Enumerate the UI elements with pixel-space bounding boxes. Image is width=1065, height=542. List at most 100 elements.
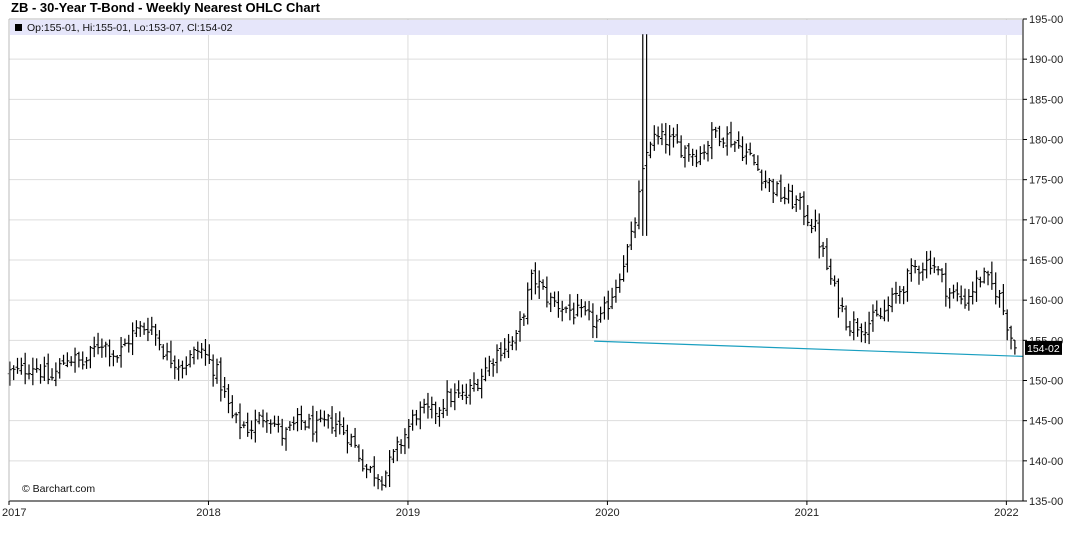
info-bar-square-icon	[15, 24, 22, 31]
ohlc-bar	[318, 409, 323, 423]
ohlc-bar	[828, 258, 833, 285]
ohlc-bar	[61, 354, 66, 365]
ohlc-bar	[786, 183, 791, 204]
ohlc-bar	[763, 170, 768, 189]
ohlc-bar	[798, 192, 803, 210]
ohlc-bar	[556, 291, 561, 318]
ohlc-bar	[548, 292, 553, 313]
ohlc-bar	[667, 125, 672, 156]
ohlc-bar	[314, 411, 319, 443]
ohlc-bar	[713, 126, 718, 138]
ohlc-bar	[778, 174, 783, 202]
ohlc-bar	[157, 330, 162, 351]
ohlc-bar	[287, 421, 292, 431]
x-tick-label: 2020	[595, 507, 619, 519]
ohlc-bar	[483, 357, 488, 382]
ohlc-bar	[590, 303, 595, 339]
ohlc-bar	[541, 279, 546, 290]
ohlc-bar	[107, 339, 112, 367]
ohlc-bar	[855, 318, 860, 337]
trendline	[594, 340, 1024, 357]
ohlc-bar	[188, 350, 193, 368]
x-tick-label: 2018	[196, 507, 220, 519]
ohlc-bar	[165, 342, 170, 361]
ohlc-bar	[567, 294, 572, 321]
ohlc-bar	[383, 470, 388, 488]
ohlc-bar	[671, 127, 676, 148]
ohlc-bar	[191, 346, 196, 365]
ohlc-bar	[333, 413, 338, 437]
ohlc-bar	[932, 257, 937, 274]
ohlc-bar	[844, 305, 849, 331]
ohlc-bar	[656, 126, 661, 145]
ohlc-bar	[602, 296, 607, 320]
ohlc-bar	[7, 361, 12, 386]
ohlc-bar	[863, 321, 868, 344]
x-tick-label: 2017	[2, 507, 26, 519]
ohlc-bar	[76, 351, 81, 368]
ohlc-bar	[57, 358, 62, 379]
ohlc-bar	[560, 300, 565, 322]
ohlc-bar	[744, 143, 749, 165]
ohlc-bar	[376, 474, 381, 490]
ohlc-bar	[130, 322, 135, 356]
ohlc-bar	[537, 270, 542, 299]
ohlc-bar	[575, 293, 580, 317]
ohlc-bar	[909, 258, 914, 282]
ohlc-bar	[951, 284, 956, 299]
ohlc-bar	[893, 281, 898, 304]
ohlc-bar	[395, 436, 400, 462]
y-axis-labels: 135-00140-00145-00150-00155-00160-00165-…	[1029, 14, 1063, 508]
ohlc-bar	[460, 384, 465, 400]
ohlc-bar	[613, 279, 618, 303]
ohlc-bar	[633, 217, 638, 239]
ohlc-bar	[832, 275, 837, 287]
ohlc-bar	[636, 180, 641, 230]
ohlc-bar	[890, 287, 895, 313]
ohlc-bar	[905, 268, 910, 302]
ohlc-bar	[916, 265, 921, 285]
ohlc-bar	[345, 424, 350, 454]
ohlc-bar	[936, 266, 941, 276]
x-tick-label: 2019	[396, 507, 420, 519]
ohlc-bar	[521, 313, 526, 326]
ohlc-bar	[387, 450, 392, 488]
ohlc-bar	[23, 352, 28, 385]
ohlc-bar	[418, 401, 423, 430]
ohlc-bar	[617, 273, 622, 293]
ohlc-bar	[234, 412, 239, 424]
ohlc-bar	[50, 368, 55, 381]
ohlc-bar	[790, 184, 795, 210]
ohlc-bar	[92, 336, 97, 358]
ohlc-bar	[518, 311, 523, 342]
ohlc-bar	[640, 34, 645, 236]
ohlc-bar	[847, 320, 852, 337]
ohlc-bar	[207, 344, 212, 365]
ohlc-bar	[621, 255, 626, 282]
ohlc-bar	[824, 238, 829, 271]
ohlc-bar	[468, 379, 473, 405]
ohlc-bar	[878, 307, 883, 320]
ohlc-bar	[675, 124, 680, 144]
ohlc-bar	[264, 412, 269, 433]
y-tick-label: 140-00	[1029, 456, 1063, 468]
ohlc-bar	[96, 332, 101, 355]
ohlc-bar	[694, 149, 699, 168]
chart-title: ZB - 30-Year T-Bond - Weekly Nearest OHL…	[11, 0, 320, 15]
y-tick-label: 145-00	[1029, 416, 1063, 428]
ohlc-bar	[445, 380, 450, 416]
info-bar-background	[10, 20, 1022, 35]
ohlc-bar	[176, 359, 181, 381]
ohlc-bar	[15, 357, 20, 374]
ohlc-bar	[659, 123, 664, 146]
ohlc-bar	[1005, 309, 1010, 341]
ohlc-bar	[310, 405, 315, 442]
ohlc-bar	[414, 409, 419, 426]
ohlc-bar	[705, 140, 710, 162]
ohlc-bar	[429, 396, 434, 419]
ohlc-bar	[817, 213, 822, 259]
ohlc-bar	[99, 338, 104, 358]
last-price-label: 154-02	[1027, 343, 1060, 355]
ohlc-bar	[226, 384, 231, 414]
ohlc-bar	[379, 476, 384, 491]
